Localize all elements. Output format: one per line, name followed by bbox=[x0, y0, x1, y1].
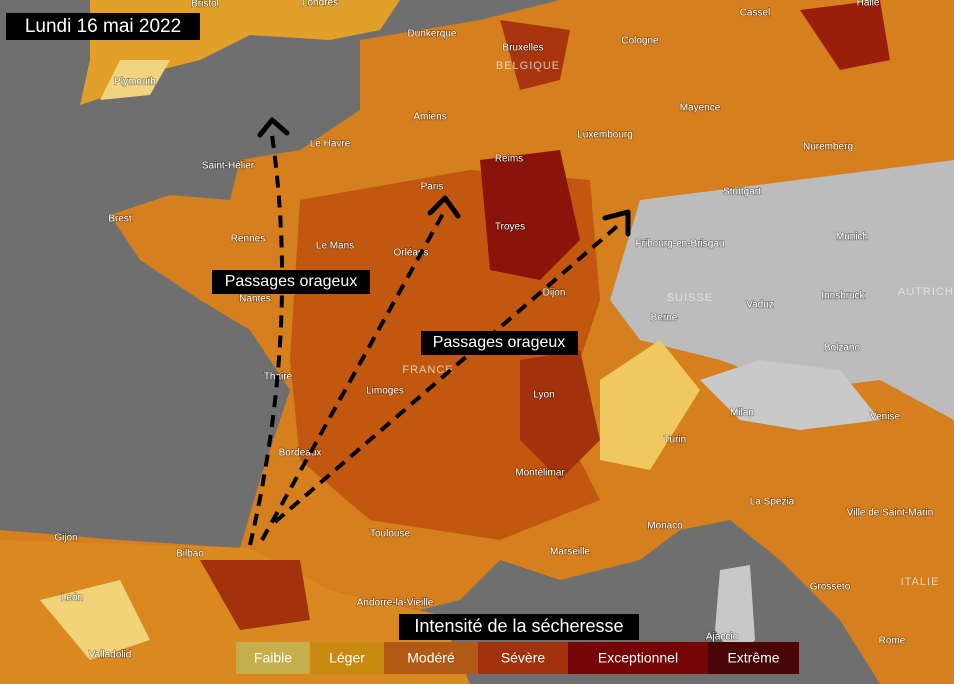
legend-label: Léger bbox=[329, 650, 365, 666]
place-label: Ville de Saint-Marin bbox=[847, 508, 934, 519]
place-label: Troyes bbox=[495, 222, 525, 233]
place-label: León bbox=[61, 593, 83, 604]
annotation: Passages orageux bbox=[225, 273, 358, 290]
legend-label: Faible bbox=[254, 650, 292, 666]
places: Bristol Londres Plymouth Dunkerque Bruxelles… bbox=[54, 0, 954, 661]
place-label: Brest bbox=[108, 214, 132, 225]
place-label: Ajaccio bbox=[706, 632, 739, 643]
place-label: Berne bbox=[651, 313, 678, 324]
place-label: Le Havre bbox=[310, 139, 351, 150]
arrowheads bbox=[257, 117, 631, 237]
place-label: Cologne bbox=[621, 36, 659, 47]
legend-swatch bbox=[236, 642, 310, 674]
place-label: Plymouth bbox=[114, 77, 156, 88]
place-label: Rome bbox=[879, 636, 906, 647]
place-label: Grosseto bbox=[810, 582, 851, 593]
region-label: FRANCE bbox=[402, 364, 453, 376]
legend-swatch bbox=[478, 642, 568, 674]
place-label: Monaco bbox=[647, 521, 683, 532]
region-label: SUISSE bbox=[667, 292, 713, 304]
legend-swatch bbox=[384, 642, 478, 674]
place-label: Stuttgart bbox=[723, 187, 761, 198]
place-label: Bruxelles bbox=[502, 43, 543, 54]
place-label: Dunkerque bbox=[408, 29, 457, 40]
region-label: ITALIE bbox=[901, 576, 940, 588]
storm-tracks bbox=[248, 134, 624, 546]
place-label: Paris bbox=[421, 182, 444, 193]
place-label: Munich bbox=[836, 232, 868, 243]
legend-title-bg bbox=[399, 614, 639, 640]
place-label: Milan bbox=[730, 408, 754, 419]
legend-label: Modéré bbox=[407, 650, 455, 666]
legend-swatch bbox=[568, 642, 708, 674]
place-label: Andorre-la-Vieille bbox=[357, 598, 434, 609]
place-label: Nantes bbox=[239, 294, 271, 305]
place-label: Rennes bbox=[231, 234, 265, 245]
place-label: Dijon bbox=[543, 288, 566, 299]
title-bg bbox=[6, 13, 200, 40]
place-label: Innsbruck bbox=[821, 291, 865, 302]
legend-title: Intensité de la sécheresse bbox=[414, 616, 623, 636]
legend: Faible Léger Modéré Sévère Exceptionnel Extrê… bbox=[236, 642, 799, 674]
place-label: Nuremberg bbox=[803, 142, 853, 153]
place-label: Bordeaux bbox=[279, 448, 322, 459]
place-label: Halle bbox=[857, 0, 880, 9]
place-label: Venise bbox=[870, 412, 900, 423]
place-label: Marseille bbox=[550, 547, 590, 558]
place-label: Luxembourg bbox=[577, 130, 633, 141]
region-label: BELGIQUE bbox=[496, 60, 560, 72]
place-label: Cassel bbox=[740, 8, 771, 19]
place-label: Londres bbox=[302, 0, 338, 9]
region-label: AUTRICHE bbox=[898, 286, 954, 298]
place-label: Fribourg-en-Brisgau bbox=[636, 239, 725, 250]
legend-label: Sévère bbox=[501, 650, 546, 666]
place-label: Vaduz bbox=[746, 300, 774, 311]
place-label: Montélimar bbox=[515, 468, 565, 479]
place-label: Bolzano bbox=[824, 343, 861, 354]
place-label: Gijon bbox=[54, 533, 77, 544]
place-label: Le Mans bbox=[316, 241, 354, 252]
place-label: Saint-Hélier bbox=[202, 161, 255, 172]
legend-label: Exceptionnel bbox=[598, 650, 678, 666]
annotation: Passages orageux bbox=[433, 334, 566, 351]
place-label: Bilbao bbox=[176, 549, 204, 560]
annotation-bg bbox=[212, 270, 370, 294]
place-label: Bristol bbox=[191, 0, 219, 10]
place-label: Valladolid bbox=[89, 650, 132, 661]
place-label: Limoges bbox=[366, 386, 404, 397]
annotation-bg bbox=[421, 331, 578, 355]
place-label: Turin bbox=[664, 435, 686, 446]
place-label: Lyon bbox=[533, 390, 554, 401]
place-label: Reims bbox=[495, 154, 523, 165]
legend-swatch bbox=[708, 642, 799, 674]
title: Lundi 16 mai 2022 bbox=[25, 16, 181, 37]
place-label: Amiens bbox=[413, 112, 446, 123]
legend-label: Extrême bbox=[727, 650, 779, 666]
place-label: La Spezia bbox=[750, 497, 795, 508]
place-label: Toulouse bbox=[370, 529, 410, 540]
legend-swatch bbox=[310, 642, 384, 674]
place-label: Mayence bbox=[680, 103, 721, 114]
